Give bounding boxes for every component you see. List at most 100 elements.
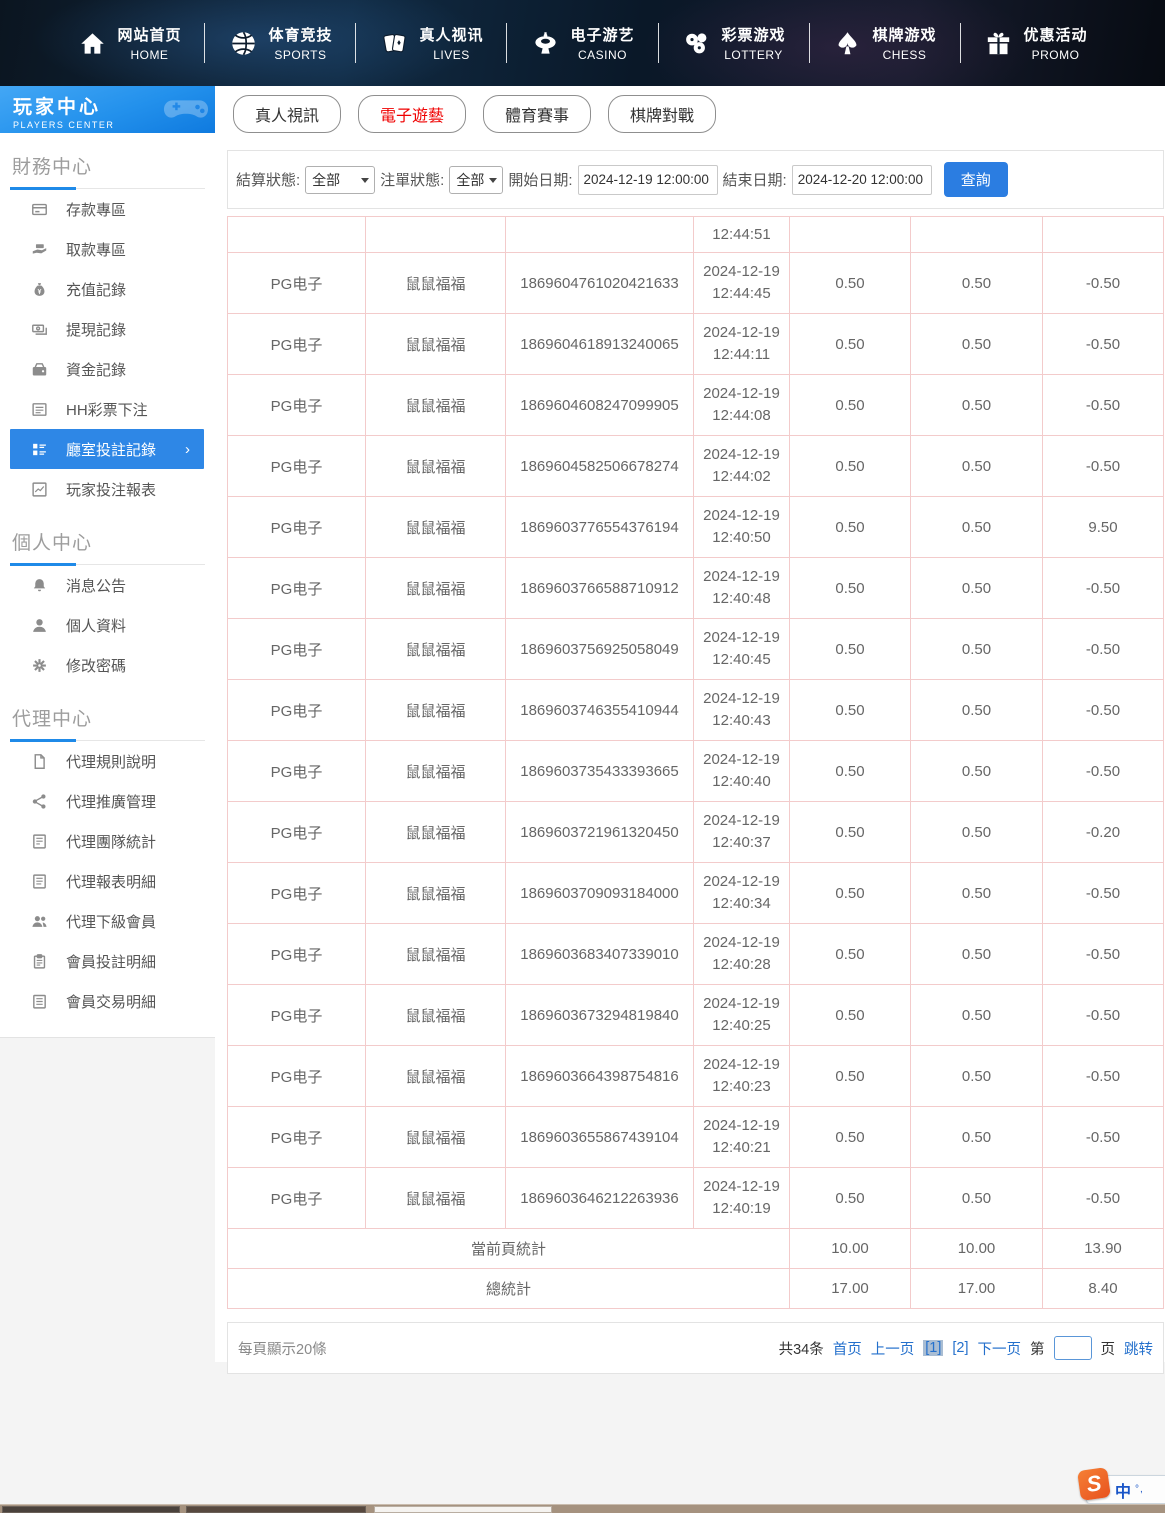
nav-item-lives[interactable]: 真人视讯 LIVES bbox=[364, 24, 498, 62]
bet-time: 12:40:50 bbox=[712, 529, 771, 546]
bet-time: 12:40:43 bbox=[712, 712, 771, 729]
settle-status-select[interactable]: 全部 bbox=[305, 165, 376, 194]
jump-button[interactable]: 跳转 bbox=[1124, 1341, 1153, 1358]
nav-divider bbox=[204, 23, 206, 63]
sidebar-item[interactable]: 代理推廣管理 bbox=[0, 781, 215, 821]
document-icon bbox=[30, 752, 49, 771]
nav-divider bbox=[506, 23, 508, 63]
ime-widget[interactable]: S 中 °, bbox=[1077, 1467, 1165, 1504]
bet-time-cell: 2024-12-19 12:40:50 bbox=[693, 496, 790, 558]
sidebar-item[interactable]: 會員交易明細 bbox=[0, 981, 215, 1021]
start-date-input[interactable] bbox=[577, 164, 718, 195]
sidebar-item[interactable]: 充值記錄 bbox=[0, 269, 215, 309]
order-id-cell: 1869604761020421633 bbox=[505, 252, 694, 314]
sidebar-item[interactable]: 會員投註明細 bbox=[0, 941, 215, 981]
nav-item-chess[interactable]: 棋牌游戏 CHESS bbox=[818, 24, 952, 62]
next-page-link[interactable]: 下一页 bbox=[977, 1341, 1022, 1358]
nav-item-home[interactable]: 网站首页 HOME bbox=[62, 24, 196, 62]
game-name-cell: 鼠鼠福福 bbox=[365, 496, 506, 558]
clipboard-icon bbox=[30, 952, 49, 971]
sidebar-header: 玩家中心 PLAYERS CENTER bbox=[0, 86, 215, 133]
tab-live[interactable]: 真人視訊 bbox=[233, 95, 342, 133]
basketball-icon bbox=[228, 28, 258, 58]
sidebar-section-title: 代理中心 bbox=[10, 698, 205, 742]
sidebar-item[interactable]: 代理下級會員 bbox=[0, 901, 215, 941]
summary-bet-cell: 17.00 bbox=[789, 1268, 911, 1309]
sidebar-item[interactable]: 取款專區 bbox=[0, 229, 215, 269]
end-date-input[interactable] bbox=[791, 164, 932, 195]
table-row: PG电子 鼠鼠福福 1869603646212263936 2024-12-19 12:… bbox=[227, 1167, 1164, 1229]
ime-lang-indicator: 中 bbox=[1115, 1483, 1132, 1501]
sidebar-item[interactable]: 提現記錄 bbox=[0, 309, 215, 349]
nav-item-casino[interactable]: 电子游艺 CASINO bbox=[515, 24, 649, 62]
nav-item-sports[interactable]: 体育竞技 SPORTS bbox=[213, 24, 347, 62]
bet-time-cell: 2024-12-19 12:44:02 bbox=[693, 435, 790, 497]
gear-icon bbox=[30, 656, 49, 675]
sidebar-item[interactable]: 修改密碼 bbox=[0, 645, 215, 685]
sidebar-item[interactable]: 資金記錄 bbox=[0, 349, 215, 389]
nav-label-cn: 棋牌游戏 bbox=[872, 27, 937, 44]
nav-label-en: HOME bbox=[130, 48, 169, 62]
bet-time: 12:40:45 bbox=[712, 651, 771, 668]
tab-sports[interactable]: 體育賽事 bbox=[483, 95, 592, 133]
sidebar-item[interactable]: 代理團隊統計 bbox=[0, 821, 215, 861]
prev-page-link[interactable]: 上一页 bbox=[870, 1341, 915, 1358]
table-row: PG电子 鼠鼠福福 1869603721961320450 2024-12-19 12:… bbox=[227, 801, 1164, 863]
summary-winloss-cell: 13.90 bbox=[1042, 1228, 1164, 1269]
sidebar-item-label: 會員投註明細 bbox=[66, 953, 157, 971]
sidebar-item-label: 代理團隊統計 bbox=[66, 833, 157, 851]
bet-time-cell: 2024-12-19 12:40:45 bbox=[693, 618, 790, 680]
bet-date: 2024-12-19 bbox=[703, 812, 780, 830]
valid-bet-cell bbox=[910, 216, 1043, 253]
sidebar-item-label: 代理規則說明 bbox=[66, 753, 157, 771]
bank-card-icon bbox=[30, 200, 49, 219]
taskbar-segment bbox=[374, 1506, 552, 1513]
bet-time: 12:40:37 bbox=[712, 834, 771, 851]
win-loss-cell: -0.50 bbox=[1042, 374, 1164, 436]
game-name-cell: 鼠鼠福福 bbox=[365, 374, 506, 436]
win-loss-cell: -0.50 bbox=[1042, 984, 1164, 1046]
bet-time: 12:44:02 bbox=[712, 468, 771, 485]
bet-date: 2024-12-19 bbox=[703, 263, 780, 281]
bet-amount-cell: 0.50 bbox=[789, 618, 911, 680]
nav-item-lottery[interactable]: 彩票游戏 LOTTERY bbox=[667, 24, 801, 62]
bet-time: 12:44:08 bbox=[712, 407, 771, 424]
tab-egame[interactable]: 電子遊藝 bbox=[358, 95, 467, 133]
sidebar-item[interactable]: 廳室投註記錄 › bbox=[10, 429, 204, 469]
order-id-cell: 1869603709093184000 bbox=[505, 862, 694, 924]
nav-label-en: CHESS bbox=[882, 48, 927, 62]
sidebar-item[interactable]: 存款專區 bbox=[0, 189, 215, 229]
bet-amount-cell: 0.50 bbox=[789, 1167, 911, 1229]
money-bag-icon bbox=[30, 280, 49, 299]
page-number-link[interactable]: [1] bbox=[923, 1340, 944, 1356]
win-loss-cell: -0.50 bbox=[1042, 435, 1164, 497]
order-id-cell: 1869604582506678274 bbox=[505, 435, 694, 497]
first-page-link[interactable]: 首页 bbox=[832, 1341, 862, 1358]
jump-page-input[interactable] bbox=[1053, 1336, 1092, 1360]
bet-time-cell: 2024-12-19 12:40:34 bbox=[693, 862, 790, 924]
sidebar-item[interactable]: 代理報表明細 bbox=[0, 861, 215, 901]
tab-chess[interactable]: 棋牌對戰 bbox=[608, 95, 717, 133]
sidebar-item-label: 消息公告 bbox=[66, 577, 127, 595]
table-row: PG电子 鼠鼠福福 1869604608247099905 2024-12-19 12:… bbox=[227, 374, 1164, 436]
game-name-cell: 鼠鼠福福 bbox=[365, 1106, 506, 1168]
sidebar-item-label: 廳室投註記錄 bbox=[66, 441, 157, 459]
sidebar-item[interactable]: 消息公告 bbox=[0, 565, 215, 605]
search-button[interactable]: 查詢 bbox=[943, 162, 1008, 197]
order-status-select[interactable]: 全部 bbox=[449, 165, 504, 194]
platform-cell: PG电子 bbox=[227, 1045, 366, 1107]
sidebar-item[interactable]: 個人資料 bbox=[0, 605, 215, 645]
platform-cell: PG电子 bbox=[227, 801, 366, 863]
sidebar-item[interactable]: 玩家投注報表 bbox=[0, 469, 215, 509]
win-loss-cell: -0.50 bbox=[1042, 740, 1164, 802]
table-row: PG电子 鼠鼠福福 1869603756925058049 2024-12-19 12:… bbox=[227, 618, 1164, 680]
page-number-link[interactable]: [2] bbox=[952, 1340, 969, 1356]
sidebar-item[interactable]: HH彩票下注 bbox=[0, 389, 215, 429]
sidebar-subtitle: PLAYERS CENTER bbox=[13, 120, 115, 130]
sidebar-item-label: 會員交易明細 bbox=[66, 993, 157, 1011]
summary-row: 當前頁統計 10.00 10.00 13.90 bbox=[227, 1228, 1164, 1269]
sidebar-item[interactable]: 代理規則說明 bbox=[0, 741, 215, 781]
win-loss-cell: -0.50 bbox=[1042, 862, 1164, 924]
nav-item-promo[interactable]: 优惠活动 PROMO bbox=[969, 24, 1103, 62]
nav-item-text: 彩票游戏 LOTTERY bbox=[722, 24, 786, 62]
